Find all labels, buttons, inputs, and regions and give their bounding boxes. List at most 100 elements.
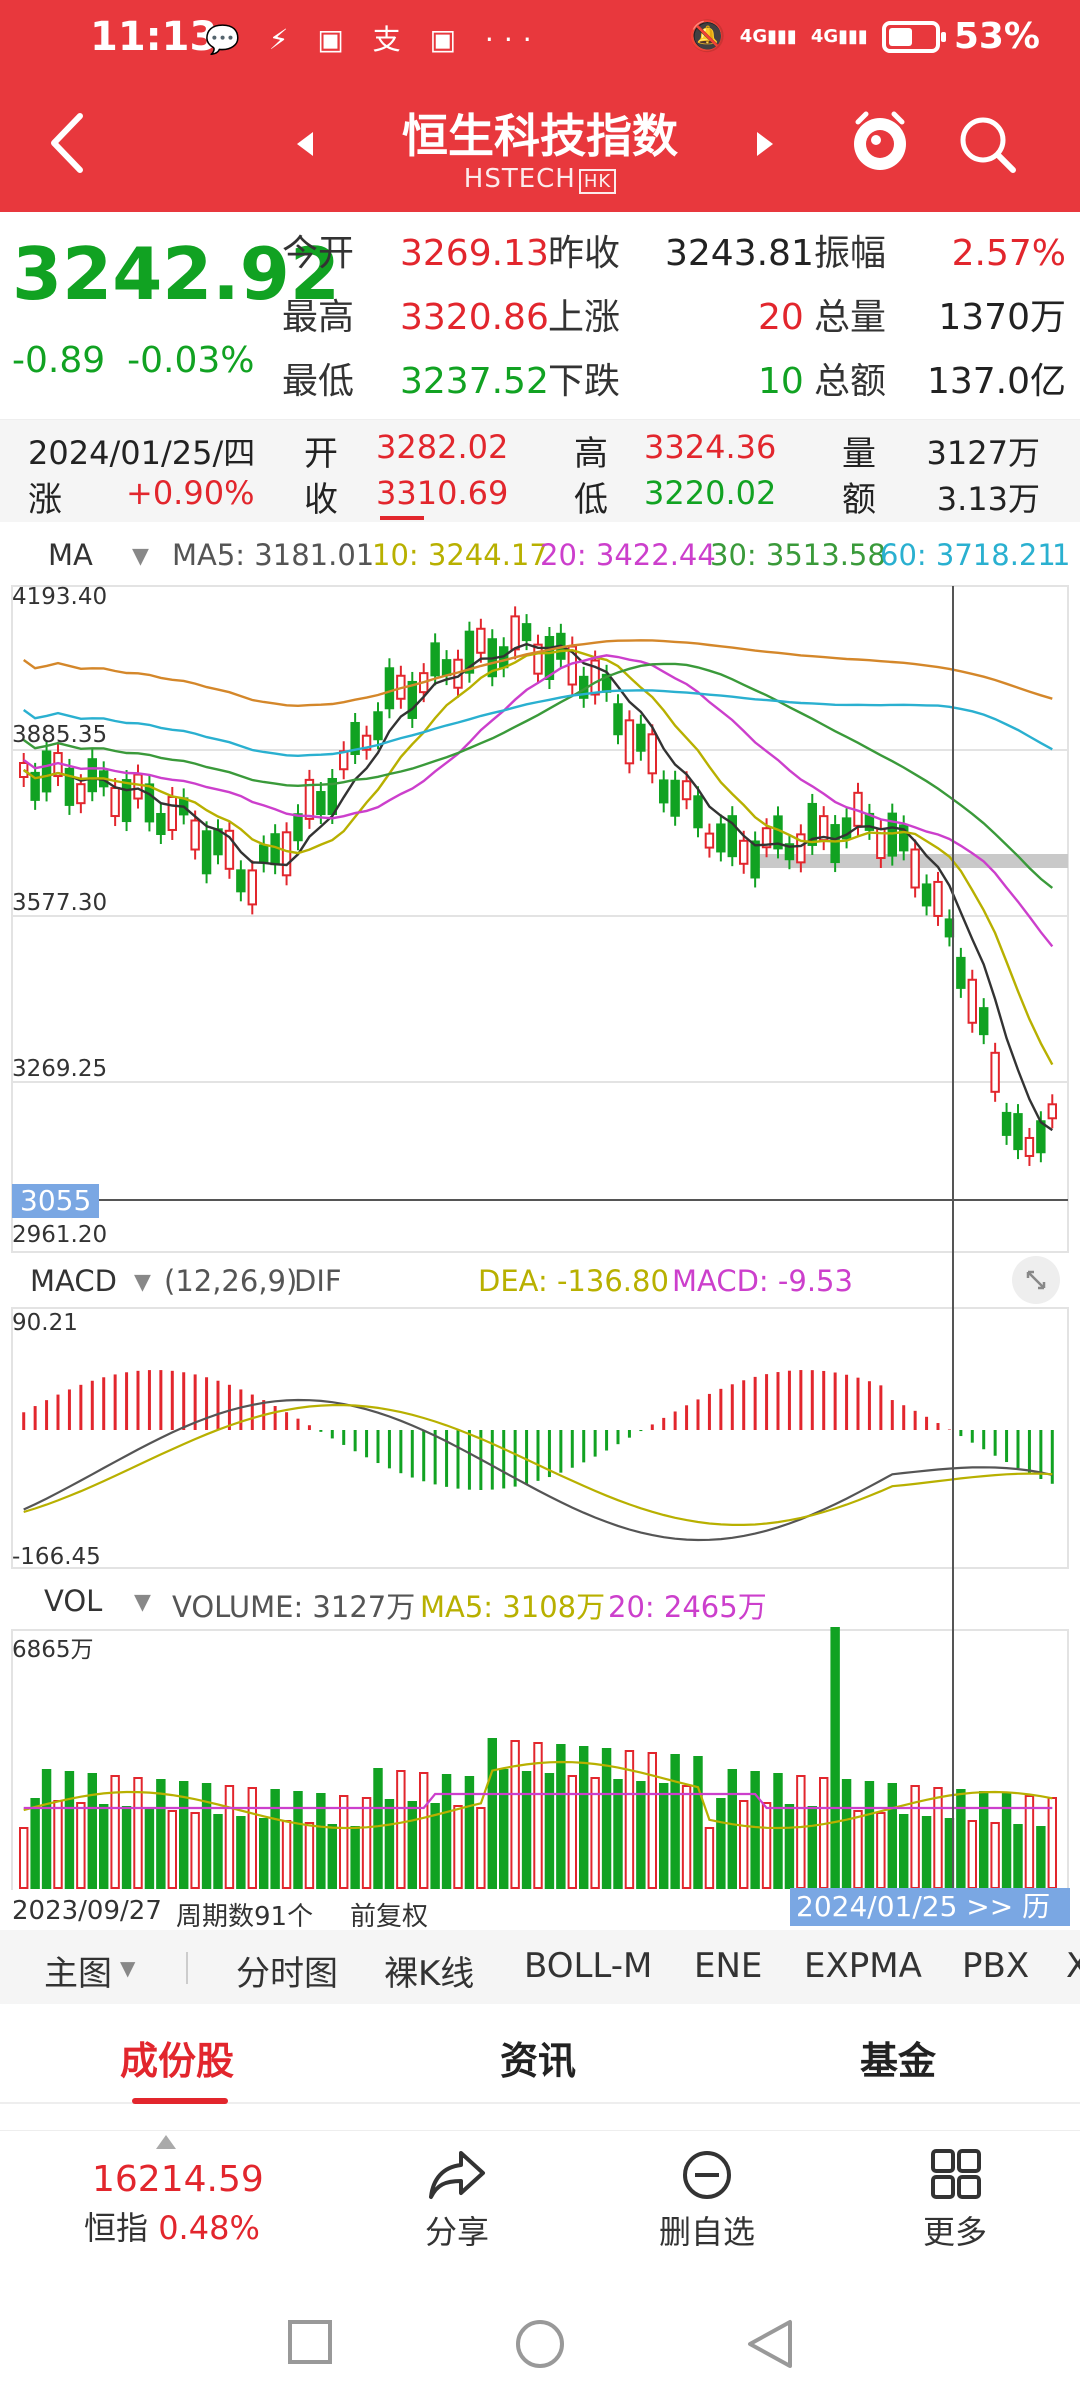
tab-news[interactable]: 资讯 [500, 2039, 577, 2083]
up-count: 20 [758, 297, 804, 338]
candle-body [910, 848, 920, 889]
change-percent: -0.03% [127, 340, 255, 381]
candle-body [990, 1051, 1000, 1093]
hsi-ticker[interactable]: 恒指 0.48% [84, 2203, 260, 2249]
candle-body [350, 721, 360, 755]
remove-watchlist-button[interactable]: 删自选 [632, 2147, 782, 2257]
candle-body [510, 615, 520, 651]
candle-body [1013, 1113, 1023, 1151]
tab-expma[interactable]: EXPMA [804, 1946, 922, 1986]
kline-chart[interactable] [0, 580, 1080, 1890]
prev-triangle-icon[interactable] [295, 130, 315, 158]
chevron-down-icon[interactable]: ▼ [134, 1590, 151, 1615]
volume-bar [956, 1789, 966, 1889]
macd-legend[interactable]: MACD ▼ (12,26,9) DIF DEA: -136.80 MACD: … [0, 1258, 1080, 1306]
macd-axis-max: 90.21 [12, 1310, 78, 1336]
ma60-line [22, 689, 1053, 758]
ma5-value: MA5: 3181.01 [172, 538, 375, 572]
share-button[interactable]: 分享 [382, 2147, 532, 2257]
candle-body [716, 823, 726, 853]
more-button[interactable]: 更多 [880, 2147, 1030, 2257]
tab-pbx[interactable]: PBX [962, 1946, 1030, 1986]
volume-bar [533, 1742, 543, 1889]
tab-boll-m[interactable]: BOLL-M [524, 1946, 653, 1986]
price-axis-label: 4193.40 [12, 584, 108, 610]
tab-ene[interactable]: ENE [694, 1946, 763, 1986]
status-bar: 11:13 💬 ⚡ ▣ 支 ▣ ··· 🔕 4G▮▮▮ 4G▮▮▮ 53% [0, 0, 1080, 80]
volume-bar [659, 1783, 669, 1889]
ma-more-value: 1 [1052, 538, 1071, 572]
hsi-value[interactable]: 16214.59 [92, 2159, 264, 2200]
ma20-value: 20: 3422.44 [540, 538, 716, 572]
expand-icon[interactable] [1012, 1256, 1060, 1304]
home-circle-icon[interactable] [514, 2318, 566, 2370]
candle-body [624, 719, 635, 765]
candle-turnover: 3.13万 [936, 480, 1040, 518]
chevron-down-icon[interactable]: ▼ [120, 1956, 136, 1980]
candle-body [704, 832, 715, 849]
candle-body [41, 750, 52, 793]
volume-bar [30, 1798, 40, 1889]
back-triangle-icon[interactable] [746, 2318, 794, 2370]
volume-bar [647, 1752, 657, 1889]
chevron-down-icon[interactable]: ▼ [134, 1270, 151, 1295]
caret-up-icon [156, 2135, 176, 2149]
mascot-icon[interactable] [848, 106, 912, 176]
candle-body [659, 779, 669, 804]
candle-body [430, 642, 440, 677]
volume-bar [933, 1787, 943, 1889]
tab-more[interactable]: X [1066, 1946, 1080, 1986]
tab-intraday[interactable]: 分时图 [236, 1954, 338, 1994]
chart-grid [11, 585, 1069, 1890]
next-triangle-icon[interactable] [755, 130, 775, 158]
volume-ma-lines [23, 1760, 1053, 1830]
search-icon[interactable] [955, 112, 1019, 176]
crosshair-date-text: 2024/01/25 [796, 1890, 958, 1923]
ma-legend[interactable]: MA ▼ MA5: 3181.01 10: 3244.17 20: 3422.4… [0, 532, 1080, 580]
ma30-value: 30: 3513.58 [710, 538, 886, 572]
tab-constituents[interactable]: 成份股 [120, 2039, 235, 2083]
volume-bar [841, 1779, 852, 1889]
price-change: -0.89 -0.03% [12, 340, 277, 381]
last-price: 3242.92 [12, 232, 340, 316]
open-label: 今开 [282, 233, 355, 274]
candle-low-label: 低 [574, 480, 608, 520]
volume-bar [133, 1777, 143, 1889]
volume-bar [921, 1816, 932, 1889]
signal-icon-2: 4G▮▮▮ [810, 26, 868, 47]
more-label: 更多 [922, 2213, 987, 2251]
candle-body [761, 827, 772, 849]
candle-body [144, 783, 155, 823]
volume-bar [247, 1787, 257, 1889]
volume-bar [601, 1748, 612, 1889]
chevron-down-icon[interactable]: ▼ [132, 544, 149, 569]
volume-bar [304, 1822, 315, 1889]
price-axis-label: 3577.30 [12, 890, 108, 916]
ma5-line [22, 642, 1053, 1132]
close-underline [380, 516, 424, 520]
volume-bar [739, 1800, 749, 1889]
high-label: 最高 [282, 297, 355, 338]
tab-bare-kline[interactable]: 裸K线 [384, 1954, 475, 1994]
tab-funds[interactable]: 基金 [860, 2039, 937, 2083]
open-value: 3269.13 [400, 233, 549, 274]
chart-adjust-mode[interactable]: 前复权 [350, 1902, 429, 1932]
candle-body [121, 779, 132, 823]
volume-bar [613, 1779, 623, 1889]
candle-volume-label: 量 [842, 434, 876, 474]
volume-bar [487, 1738, 498, 1889]
volume-bar [110, 1775, 120, 1889]
tab-main-chart[interactable]: 主图 [44, 1954, 112, 1994]
candle-low: 3220.02 [644, 474, 777, 512]
recents-square-icon[interactable] [286, 2318, 334, 2366]
macd-dif: DIF [294, 1264, 342, 1298]
volume-bar [99, 1804, 109, 1889]
app-header: 恒生科技指数 HSTECH HK [0, 80, 1080, 212]
volume-ma5-line [23, 1760, 1053, 1830]
macd-lines [23, 1398, 1053, 1542]
volume-legend[interactable]: VOL ▼ VOLUME: 3127万 MA5: 3108万 20: 2465万 [0, 1578, 1080, 1626]
back-chevron-icon[interactable] [40, 108, 100, 178]
quote-panel: 3242.92 -0.89 -0.03% 今开 3269.13 昨收 3243.8… [0, 212, 1080, 420]
candle-body [521, 623, 532, 642]
candle-body [30, 771, 40, 801]
